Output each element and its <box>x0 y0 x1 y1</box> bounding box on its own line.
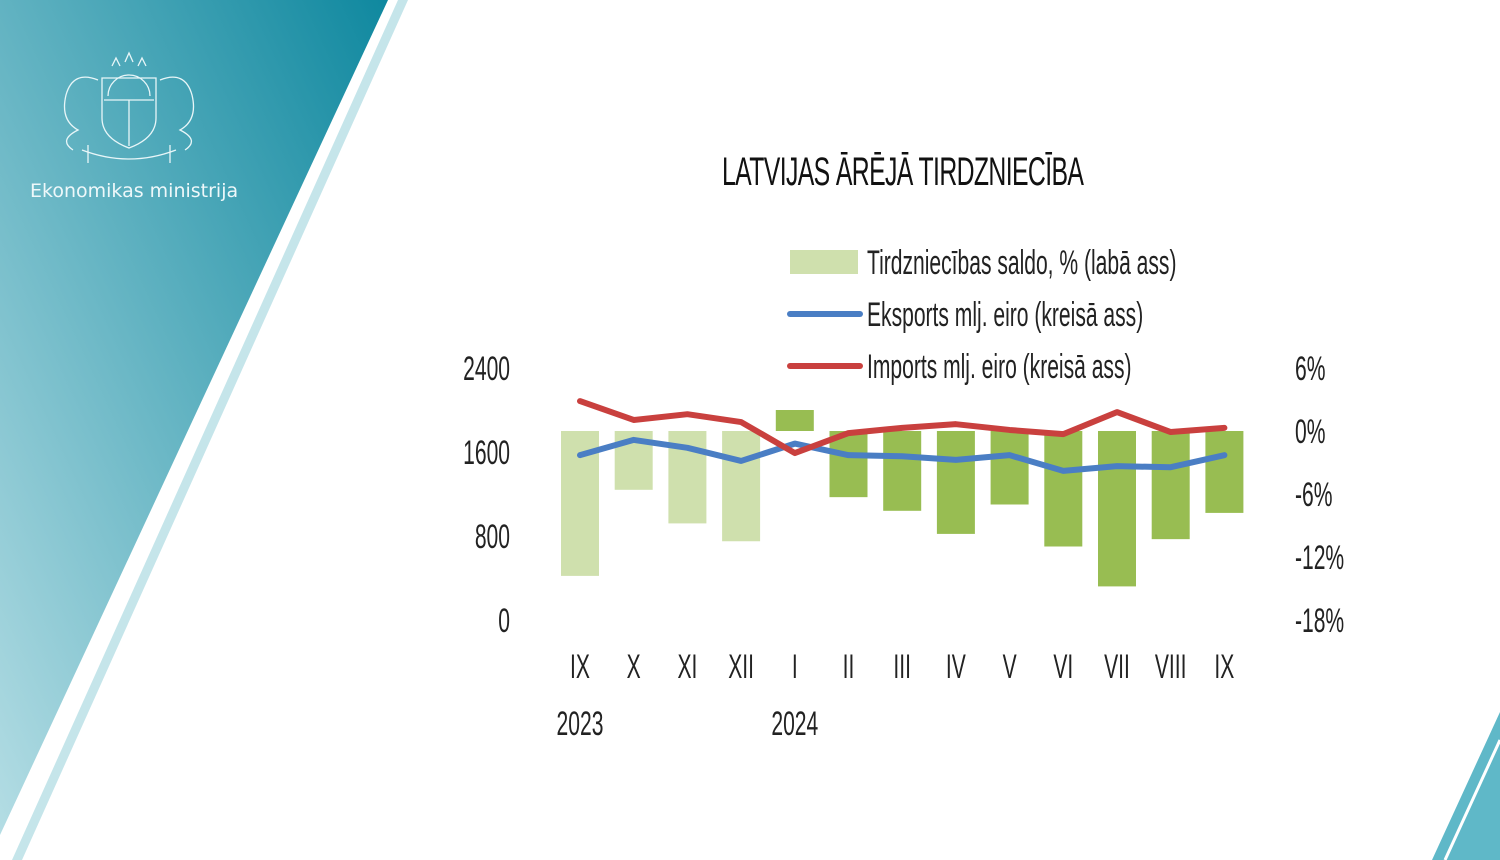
year-label: 2023 <box>557 704 604 742</box>
balance-bar <box>829 431 868 498</box>
right-axis-tick: -18% <box>1295 601 1344 639</box>
balance-bar <box>775 410 814 431</box>
x-tick-label: IV <box>946 647 966 685</box>
legend-label: Eksports mlj. eiro (kreisā ass) <box>867 295 1143 333</box>
legend-swatch-balance <box>790 250 858 274</box>
balance-bar <box>722 431 761 542</box>
corner-decoration <box>1432 712 1500 860</box>
left-axis-tick: 800 <box>475 517 510 555</box>
x-tick-label: VI <box>1053 647 1073 685</box>
chart-title: LATVIJAS ĀRĒJĀ TIRDZNIECĪBA <box>722 150 1084 194</box>
x-tick-label: V <box>1003 647 1017 685</box>
right-axis-tick: -12% <box>1295 538 1344 576</box>
x-tick-label: VIII <box>1155 647 1187 685</box>
export-line <box>577 436 1228 474</box>
left-axis-tick: 0 <box>498 601 510 639</box>
coat-of-arms-logo <box>63 51 195 163</box>
x-tick-label: III <box>893 647 911 685</box>
teal-panel <box>0 0 388 835</box>
year-label: 2024 <box>771 704 818 742</box>
ministry-name: Ekonomikas ministrija <box>30 180 239 202</box>
balance-bar <box>990 431 1029 505</box>
x-tick-label: XI <box>677 647 697 685</box>
left-axis-tick: 2400 <box>463 349 510 387</box>
right-axis-tick: -6% <box>1295 475 1332 513</box>
balance-bar <box>883 431 922 511</box>
balance-bar <box>1044 431 1083 547</box>
balance-bar <box>1098 431 1136 587</box>
balance-bar <box>936 431 975 534</box>
x-tick-label: XII <box>728 647 754 685</box>
right-axis-tick: 0% <box>1295 412 1325 450</box>
import-line <box>577 398 1228 457</box>
x-tick-label: I <box>792 647 798 685</box>
legend-label: Tirdzniecības saldo, % (labā ass) <box>867 243 1176 281</box>
x-tick-label: X <box>627 647 641 685</box>
right-axis-tick: 6% <box>1295 349 1325 387</box>
x-tick-label: IX <box>570 647 590 685</box>
left-axis-tick: 1600 <box>463 433 510 471</box>
x-tick-label: IX <box>1214 647 1234 685</box>
legend-label: Imports mlj. eiro (kreisā ass) <box>867 347 1132 385</box>
balance-bar <box>1205 431 1244 513</box>
balance-bar <box>1151 431 1190 540</box>
x-tick-label: VII <box>1104 647 1130 685</box>
x-tick-label: II <box>843 647 855 685</box>
